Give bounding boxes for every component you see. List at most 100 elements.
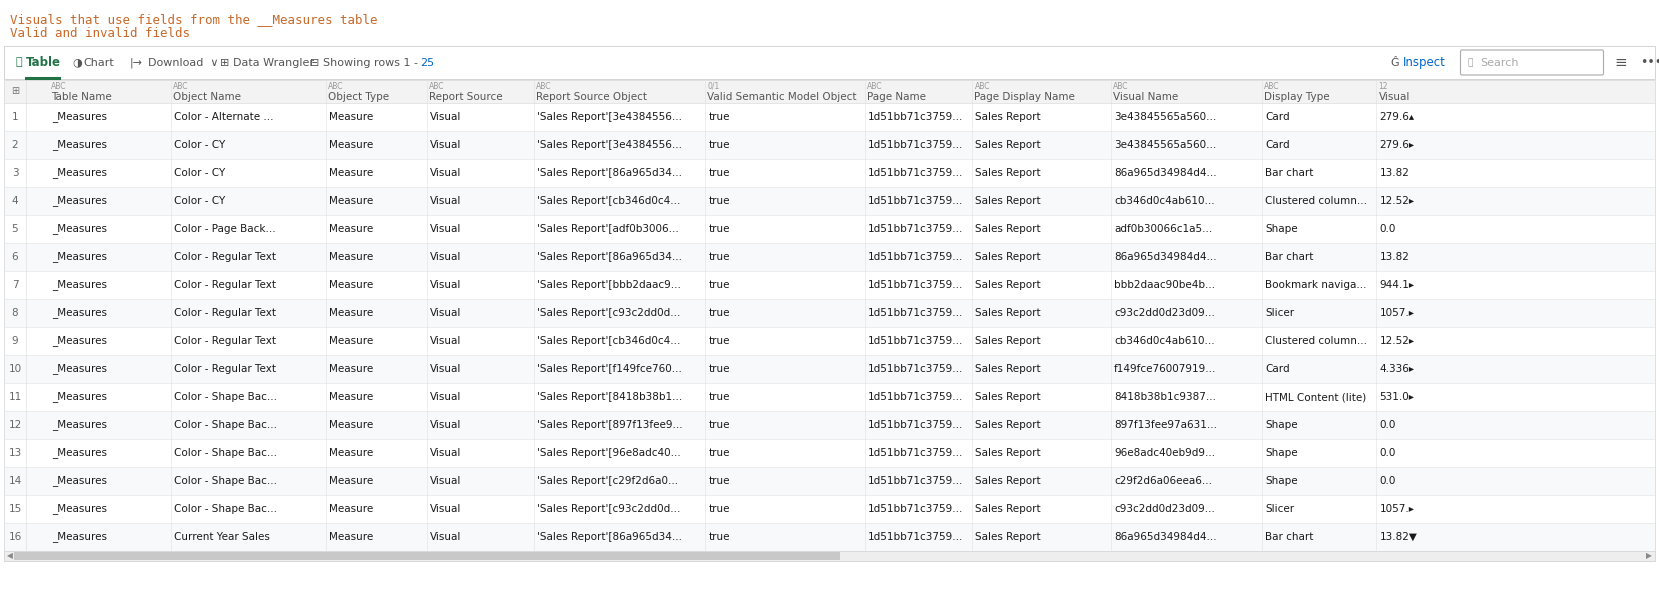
Text: _Measures: _Measures [51,251,106,262]
Text: 0.0: 0.0 [1379,476,1395,486]
Bar [3,495,1656,523]
Text: 'Sales Report'[adf0b3006...: 'Sales Report'[adf0b3006... [538,224,679,234]
Bar [3,355,1656,383]
Text: 1d51bb71c3759...: 1d51bb71c3759... [868,392,964,402]
Text: Measure: Measure [328,252,373,262]
Text: 1d51bb71c3759...: 1d51bb71c3759... [868,476,964,486]
Text: Bar chart: Bar chart [1266,252,1314,262]
Text: Measure: Measure [328,448,373,458]
Bar [3,103,1656,131]
Text: Shape: Shape [1266,476,1297,486]
Text: cb346d0c4ab610...: cb346d0c4ab610... [1113,336,1214,346]
Text: Measure: Measure [328,308,373,318]
Text: 96e8adc40eb9d9...: 96e8adc40eb9d9... [1113,448,1214,458]
Text: Visual Name: Visual Name [1113,92,1178,101]
Text: Visual: Visual [430,392,461,402]
Text: Measure: Measure [328,420,373,430]
Text: Search: Search [1480,58,1518,67]
Text: Sales Report: Sales Report [975,112,1042,122]
Text: Sales Report: Sales Report [975,308,1042,318]
Text: Sales Report: Sales Report [975,140,1042,150]
Text: Sales Report: Sales Report [975,504,1042,514]
Bar [3,271,1656,299]
Text: 279.6▸: 279.6▸ [1379,140,1415,150]
Text: 14: 14 [8,476,22,486]
Text: 1d51bb71c3759...: 1d51bb71c3759... [868,448,964,458]
Bar [3,80,1656,103]
Text: true: true [708,308,730,318]
Text: Measure: Measure [328,168,373,178]
Text: Visual: Visual [430,140,461,150]
Text: Shape: Shape [1266,224,1297,234]
Text: 7: 7 [12,280,18,290]
Text: Sales Report: Sales Report [975,532,1042,542]
Text: Card: Card [1266,140,1291,150]
Text: Sales Report: Sales Report [975,476,1042,486]
Text: Color - Shape Bac...: Color - Shape Bac... [174,448,277,458]
Text: true: true [708,504,730,514]
Text: true: true [708,280,730,290]
Text: Color - Shape Bac...: Color - Shape Bac... [174,476,277,486]
Text: Visual: Visual [430,532,461,542]
Text: Shape: Shape [1266,448,1297,458]
Text: Bookmark naviga...: Bookmark naviga... [1266,280,1367,290]
Text: Color - Regular Text: Color - Regular Text [174,252,275,262]
Text: 4.336▸: 4.336▸ [1379,364,1415,374]
Text: Color - CY: Color - CY [174,140,226,150]
Text: 25: 25 [420,58,435,67]
Text: Sales Report: Sales Report [975,280,1042,290]
Text: Visual: Visual [430,196,461,206]
Text: Measure: Measure [328,140,373,150]
Text: _Measures: _Measures [51,223,106,234]
Text: _Measures: _Measures [51,419,106,430]
Text: _Measures: _Measures [51,475,106,486]
Text: cb346d0c4ab610...: cb346d0c4ab610... [1113,196,1214,206]
Text: HTML Content (lite): HTML Content (lite) [1266,392,1367,402]
Text: ⊞: ⊞ [221,58,229,67]
Text: Sales Report: Sales Report [975,392,1042,402]
Text: Card: Card [1266,112,1291,122]
Bar [3,46,1656,79]
Text: 'Sales Report'[8418b38b1...: 'Sales Report'[8418b38b1... [538,392,682,402]
Text: Display Type: Display Type [1264,92,1331,101]
Text: 6: 6 [12,252,18,262]
Text: Valid and invalid fields: Valid and invalid fields [10,27,191,40]
Text: Color - Regular Text: Color - Regular Text [174,364,275,374]
Text: 86a965d34984d4...: 86a965d34984d4... [1113,168,1216,178]
Text: 'Sales Report'[3e4384556...: 'Sales Report'[3e4384556... [538,112,682,122]
Text: ABC: ABC [51,82,66,91]
Text: Sales Report: Sales Report [975,420,1042,430]
Text: Measure: Measure [328,112,373,122]
Text: 1057.▸: 1057.▸ [1379,308,1415,318]
Text: 1d51bb71c3759...: 1d51bb71c3759... [868,364,964,374]
Text: Download  ∨: Download ∨ [148,58,219,67]
Text: 0.0: 0.0 [1379,448,1395,458]
Text: ABC: ABC [1264,82,1279,91]
Bar [3,243,1656,271]
Text: _Measures: _Measures [51,168,106,178]
Text: ABC: ABC [868,82,883,91]
Text: Table: Table [27,56,61,69]
Text: 12: 12 [8,420,22,430]
Text: Sales Report: Sales Report [975,252,1042,262]
Text: c93c2dd0d23d09...: c93c2dd0d23d09... [1113,504,1214,514]
Text: 0/1: 0/1 [707,82,720,91]
Text: Color - Alternate ...: Color - Alternate ... [174,112,274,122]
Text: Color - Regular Text: Color - Regular Text [174,336,275,346]
Text: Shape: Shape [1266,420,1297,430]
Text: Visual: Visual [430,336,461,346]
Text: 13.82: 13.82 [1379,168,1408,178]
Text: 'Sales Report'[c29f2d6a0...: 'Sales Report'[c29f2d6a0... [538,476,679,486]
Text: Sales Report: Sales Report [975,336,1042,346]
Text: Visual: Visual [430,112,461,122]
Text: ⊟: ⊟ [310,58,320,67]
Text: c29f2d6a06eea6...: c29f2d6a06eea6... [1113,476,1213,486]
Text: bbb2daac90be4b...: bbb2daac90be4b... [1113,280,1214,290]
Text: Report Source: Report Source [428,92,503,101]
Text: _Measures: _Measures [51,308,106,319]
Text: 'Sales Report'[c93c2dd0d...: 'Sales Report'[c93c2dd0d... [538,308,680,318]
Bar [3,80,1656,551]
Text: Measure: Measure [328,476,373,486]
Text: 'Sales Report'[c93c2dd0d...: 'Sales Report'[c93c2dd0d... [538,504,680,514]
Text: Sales Report: Sales Report [975,448,1042,458]
